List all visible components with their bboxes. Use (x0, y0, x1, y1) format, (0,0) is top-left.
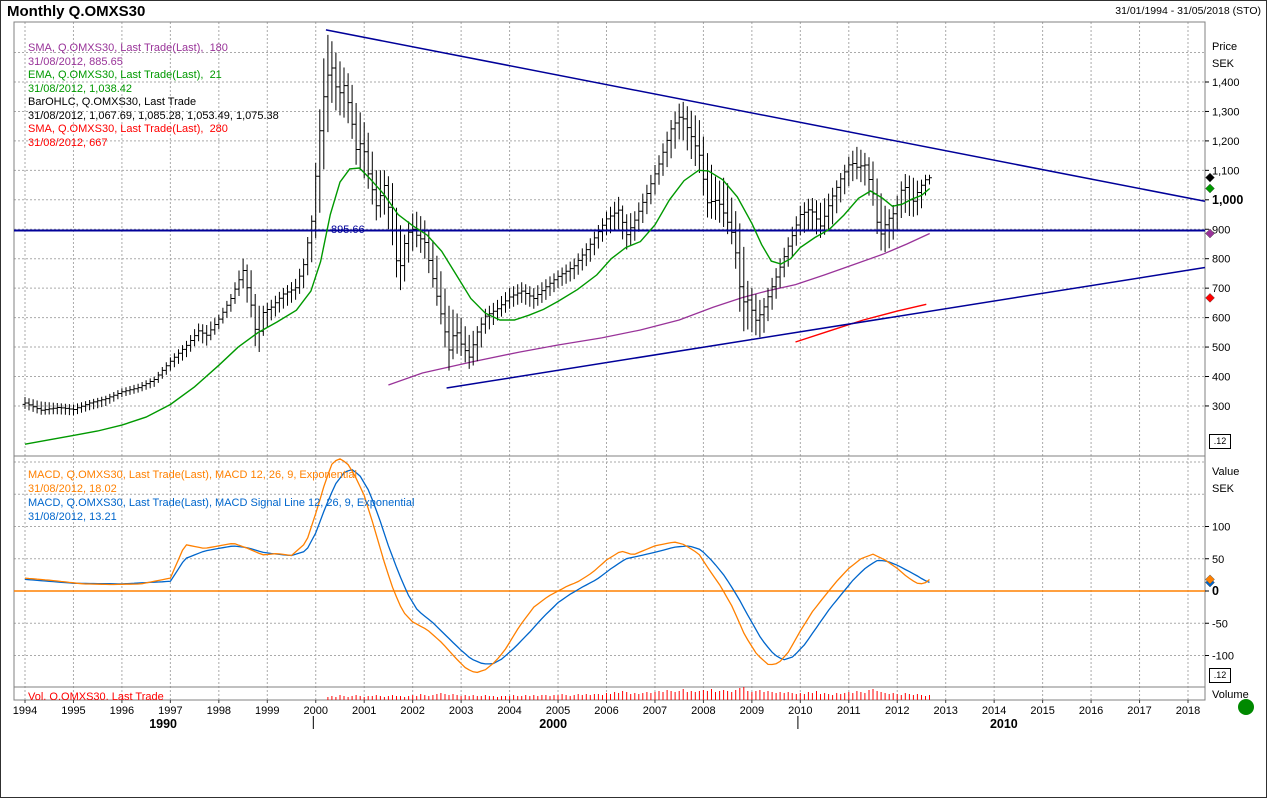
macd-signal-line (24, 468, 930, 665)
x-axis-year-label: 2005 (546, 705, 570, 717)
legend-ema21-name: EMA, Q.OMXS30, Last Trade(Last), 21 (28, 69, 222, 81)
macd-axis-title: Value (1212, 466, 1240, 478)
x-axis-year-label: 2004 (497, 705, 521, 717)
legend-sma280-name: SMA, Q.OMXS30, Last Trade(Last), 280 (28, 123, 228, 135)
x-axis-year-label: 1998 (207, 705, 231, 717)
x-axis-year-label: 2002 (400, 705, 424, 717)
volume-marker-circle (1238, 699, 1254, 715)
legend-macd-name: MACD, Q.OMXS30, Last Trade(Last), MACD 1… (28, 469, 357, 481)
macd-line (24, 458, 930, 674)
legend-macd-value: 31/08/2012, 18.02 (28, 483, 117, 495)
x-axis-year-label: 2013 (933, 705, 957, 717)
macd-axis-unit: SEK (1212, 483, 1235, 495)
macd-value-marker-diamond (1205, 574, 1215, 585)
x-axis-year-label: 2006 (594, 705, 618, 717)
ohlc-bars (22, 34, 932, 416)
legend-sma180-value: 31/08/2012, 885.65 (28, 55, 123, 68)
panel-border (13, 686, 1206, 701)
date-range-label: 31/01/1994 - 31/05/2018 (STO) (1115, 5, 1261, 17)
price-tick-label: 500 (1212, 342, 1230, 354)
sma180-line (388, 232, 930, 386)
price-tick-label: 300 (1212, 401, 1230, 413)
price-tick-label: 600 (1212, 313, 1230, 325)
legend-barohlc-value: 31/08/2012, 1,067.69, 1,085.28, 1,053.49… (28, 109, 279, 122)
x-axis-year-label: 2014 (982, 705, 1006, 717)
macd-tick-label: -50 (1212, 618, 1228, 630)
price-axis-unit: SEK (1212, 58, 1235, 70)
legend-barohlc-name: BarOHLC, Q.OMXS30, Last Trade (28, 96, 197, 108)
sma280-line (795, 303, 927, 343)
x-axis-year-label: 2008 (691, 705, 715, 717)
price-tick-label: 1,000 (1212, 193, 1243, 207)
trendline-descending[interactable] (325, 29, 1206, 203)
x-axis-year-label: 2000 (304, 705, 328, 717)
page-title: Monthly Q.OMXS30 (7, 3, 146, 20)
legend-signal-value: 31/08/2012, 13.21 (28, 511, 117, 523)
x-axis-year-label: 2007 (643, 705, 667, 717)
price-tick-label: 400 (1212, 372, 1230, 384)
ema21-line (24, 167, 931, 445)
x-axis-year-label: 1995 (61, 705, 85, 717)
macd-panel[interactable] (14, 456, 1205, 687)
x-axis-year-label: 1997 (158, 705, 182, 717)
x-axis-year-label: 1994 (13, 705, 37, 717)
legend-sma280-value: 31/08/2012, 667 (28, 136, 108, 149)
price-tick-label: 1,200 (1212, 136, 1240, 148)
hline-value-label: 895.66 (331, 224, 365, 236)
price-tick-label: 1,400 (1212, 77, 1240, 89)
legend-sma180-name: SMA, Q.OMXS30, Last Trade(Last), 180 (28, 42, 228, 54)
macd-tick-label: 100 (1212, 522, 1230, 534)
volume-panel[interactable] (14, 687, 1205, 700)
price-tick-label: 800 (1212, 254, 1230, 266)
x-axis-year-label: 2009 (740, 705, 764, 717)
macd-tick-label: -100 (1212, 651, 1234, 663)
x-axis-year-label: 2012 (885, 705, 909, 717)
x-axis-year-label: 2010 (788, 705, 812, 717)
last-value-marker-diamond (1205, 172, 1215, 183)
volume-bars (327, 687, 930, 700)
x-axis-year-label: 2001 (352, 705, 376, 717)
last-value-marker-diamond (1205, 293, 1215, 303)
price-page-box[interactable]: .12 (1209, 434, 1231, 449)
trendline-ascending[interactable] (446, 266, 1206, 389)
x-axis-decade-label: 2000 (539, 717, 567, 731)
macd-page-box[interactable]: .12 (1209, 668, 1231, 683)
legend-signal-name: MACD, Q.OMXS30, Last Trade(Last), MACD S… (28, 497, 415, 509)
macd-tick-label: 0 (1212, 584, 1219, 598)
x-axis-decade-label: 1990 (149, 717, 177, 731)
legend-ema21-value: 31/08/2012, 1,038.42 (28, 82, 132, 95)
price-tick-label: 1,300 (1212, 106, 1240, 118)
legend-volume-name: Vol, Q.OMXS30, Last Trade (28, 691, 164, 700)
price-axis-title: Price (1212, 41, 1238, 53)
volume-axis-title: Volume (1212, 689, 1249, 698)
x-axis-year-label: 2018 (1176, 705, 1200, 717)
x-axis-year-label: 1996 (110, 705, 134, 717)
x-axis-year-label: 2011 (837, 705, 861, 717)
x-axis-year-label: 2003 (449, 705, 473, 717)
macd-tick-label: 50 (1212, 554, 1224, 566)
price-tick-label: 700 (1212, 283, 1230, 295)
last-value-marker-diamond (1205, 228, 1215, 239)
x-axis-year-label: 2015 (1030, 705, 1054, 717)
x-axis-year-label: 2016 (1079, 705, 1103, 717)
x-axis-decade-label: 2010 (990, 717, 1018, 731)
x-axis-year-label: 1999 (255, 705, 279, 717)
price-panel[interactable] (14, 22, 1205, 456)
x-axis-year-label: 2017 (1127, 705, 1151, 717)
price-tick-label: 900 (1212, 224, 1230, 236)
last-value-marker-diamond (1205, 183, 1215, 194)
price-tick-label: 1,100 (1212, 165, 1240, 177)
